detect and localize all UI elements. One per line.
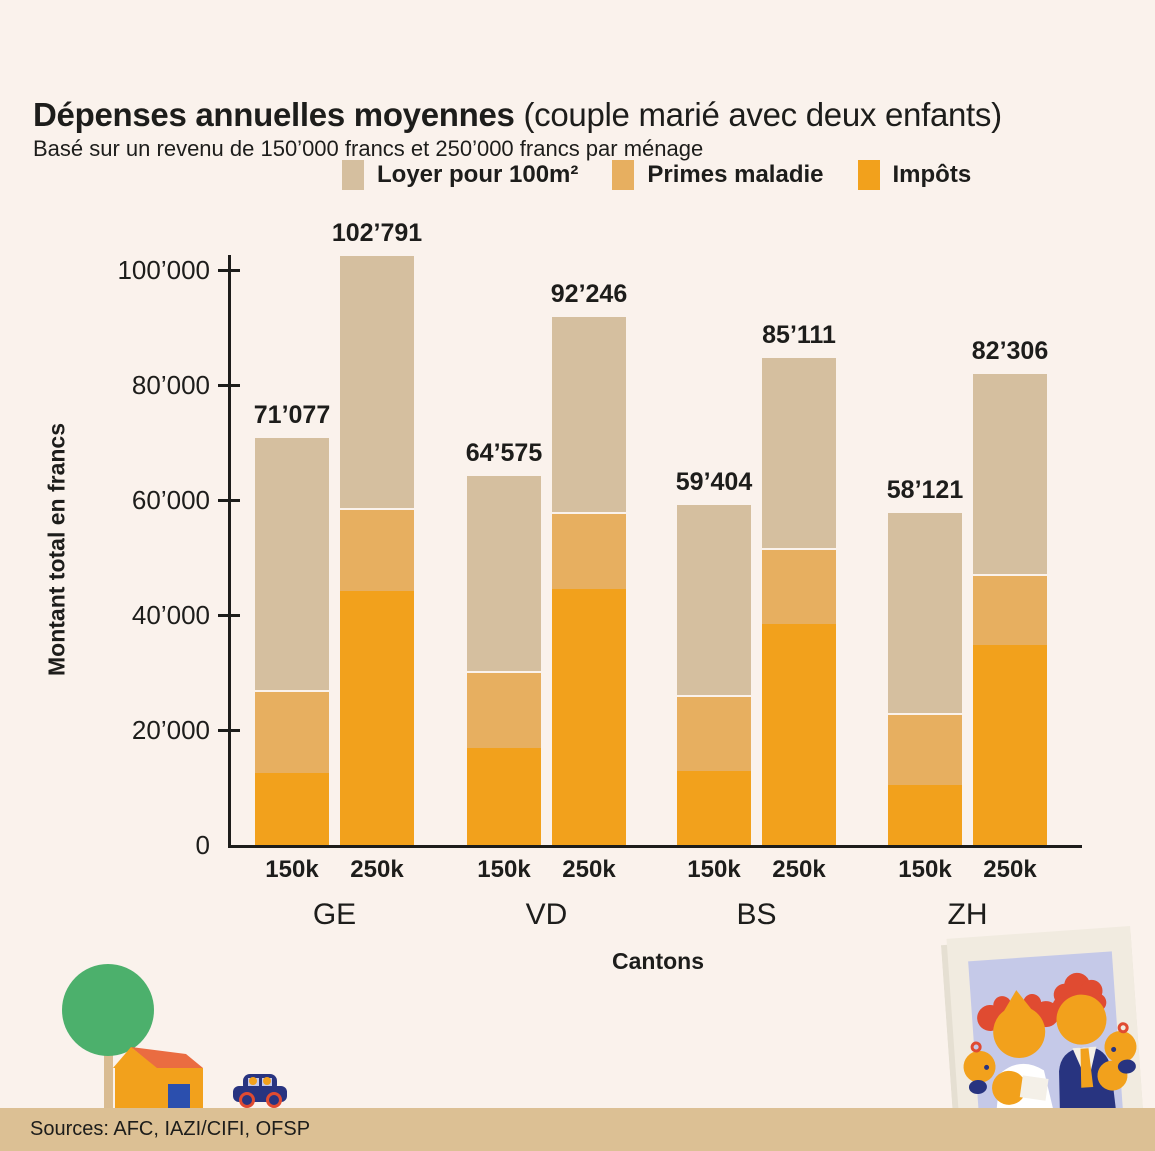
bar-segment-impots-BS-150k [677, 771, 751, 845]
bar-segment-loyer-ZH-150k [888, 510, 962, 714]
legend-label-loyer: Loyer pour 100m² [377, 161, 579, 188]
bar-segment-primes-VD-150k [467, 670, 541, 748]
house-roof [131, 1047, 203, 1068]
bar-segment-primes-BS-150k [677, 695, 751, 772]
y-tick-label: 60’000 [131, 485, 210, 515]
y-axis-line [228, 255, 231, 848]
bar-segment-impots-BS-250k [762, 623, 836, 845]
canton-label-VD: VD [525, 898, 568, 931]
bar-total-label-GE-150k: 71’077 [253, 401, 331, 430]
bar-segment-loyer-VD-250k [552, 314, 626, 512]
y-tick [218, 384, 240, 387]
house-gable [113, 1047, 157, 1068]
house-door [168, 1084, 190, 1108]
legend-swatch-impots [857, 160, 880, 190]
y-axis-title: Montant total en francs [43, 423, 70, 677]
income-label-VD-250k: 250k [562, 856, 616, 883]
y-tick [218, 499, 240, 502]
bar-segment-impots-GE-250k [340, 590, 414, 845]
y-tick-label: 80’000 [131, 370, 210, 400]
income-label-BS-150k: 150k [687, 856, 741, 883]
house-tree-car-illustration [62, 964, 287, 1108]
x-axis-title: Cantons [612, 948, 704, 974]
canton-label-ZH: ZH [947, 898, 988, 931]
income-label-VD-150k: 150k [477, 856, 531, 883]
legend-label-primes: Primes maladie [647, 161, 824, 188]
sources-bar: Sources: AFC, IAZI/CIFI, OFSP [0, 1108, 1155, 1151]
y-tick [218, 729, 240, 732]
y-tick [218, 614, 240, 617]
sources-text: Sources: AFC, IAZI/CIFI, OFSP [30, 1118, 311, 1140]
bar-segment-primes-ZH-150k [888, 713, 962, 785]
income-label-GE-150k: 150k [265, 856, 319, 883]
page-title-suffix: (couple marié avec deux enfants) [514, 96, 1002, 134]
income-label-GE-250k: 250k [350, 856, 404, 883]
page-title: Dépenses annuelles moyennes (couple mari… [33, 96, 1002, 134]
bar-total-label-ZH-250k: 82’306 [971, 336, 1049, 365]
car-icon [233, 1074, 287, 1108]
bar-total-label-VD-150k: 64’575 [465, 438, 543, 467]
bar-total-label-GE-250k: 102’791 [331, 218, 423, 247]
bar-segment-impots-ZH-250k [973, 645, 1047, 845]
tree-trunk [104, 1008, 113, 1108]
bar-segment-loyer-BS-250k [762, 355, 836, 548]
bar-total-label-BS-150k: 59’404 [675, 468, 753, 497]
y-tick-label: 100’000 [117, 255, 210, 285]
y-tick-label: 0 [195, 830, 210, 860]
bar-segment-loyer-GE-150k [255, 436, 329, 690]
bar-segment-impots-VD-250k [552, 588, 626, 845]
legend-swatch-primes [612, 160, 635, 190]
bar-segment-loyer-ZH-250k [973, 371, 1047, 575]
bar-total-label-VD-250k: 92’246 [550, 279, 628, 308]
bar-segment-loyer-BS-150k [677, 503, 751, 696]
y-tick [218, 269, 240, 272]
legend-label-impots: Impôts [892, 161, 972, 188]
tree-crown [62, 964, 154, 1056]
guest-right [1104, 1022, 1137, 1074]
canton-label-BS: BS [736, 898, 777, 931]
income-label-ZH-150k: 150k [898, 856, 952, 883]
income-label-BS-250k: 250k [772, 856, 826, 883]
y-tick-label: 40’000 [131, 600, 210, 630]
legend-item-impots: Impôts [857, 160, 972, 190]
bar-segment-loyer-VD-150k [467, 473, 541, 671]
y-tick-label: 20’000 [131, 715, 210, 745]
bar-segment-primes-BS-250k [762, 547, 836, 624]
guest-left [963, 1041, 996, 1095]
income-label-ZH-250k: 250k [983, 856, 1037, 883]
bar-total-label-BS-250k: 85’111 [762, 320, 836, 349]
legend-item-primes: Primes maladie [612, 160, 824, 190]
bar-segment-loyer-GE-250k [340, 253, 414, 508]
legend-swatch-loyer [342, 160, 364, 190]
page-subtitle: Basé sur un revenu de 150’000 francs et … [33, 136, 704, 161]
bar-segment-primes-GE-150k [255, 689, 329, 774]
legend: Loyer pour 100m² Primes maladie Impôts [342, 160, 971, 190]
legend-item-loyer: Loyer pour 100m² [342, 160, 578, 190]
page-title-bold: Dépenses annuelles moyennes [33, 96, 515, 134]
bar-total-label-ZH-150k: 58’121 [886, 475, 964, 504]
bar-segment-primes-VD-250k [552, 511, 626, 589]
bar-segment-impots-VD-150k [467, 747, 541, 845]
bar-segment-impots-ZH-150k [888, 784, 962, 845]
x-axis-line [228, 845, 1082, 848]
canton-label-GE: GE [312, 898, 357, 931]
bar-segment-impots-GE-150k [255, 773, 329, 845]
bar-segment-primes-GE-250k [340, 507, 414, 591]
bar-segment-primes-ZH-250k [973, 574, 1047, 646]
